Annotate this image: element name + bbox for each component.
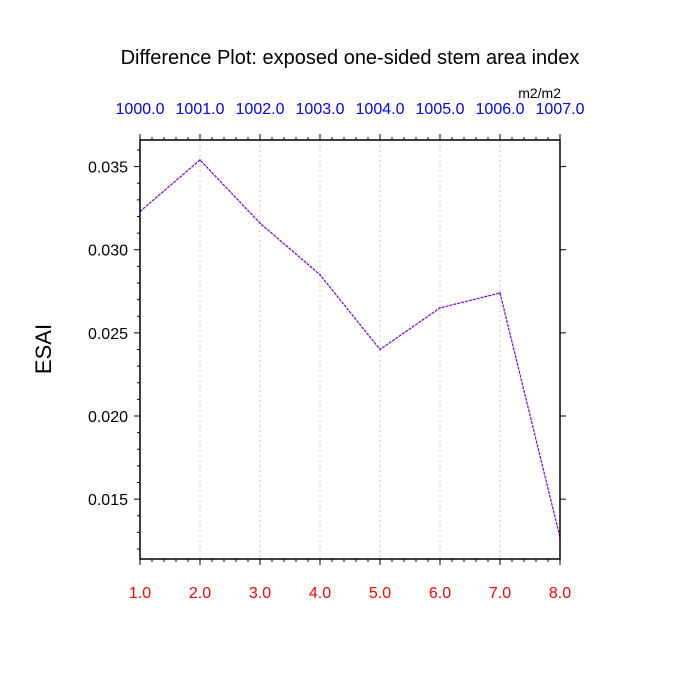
- x-tick-label: 7.0: [489, 585, 511, 602]
- x-tick-label: 2.0: [189, 585, 211, 602]
- ticks: [134, 134, 566, 565]
- top-tick-labels: 1000.0 1001.0 1002.0 1003.0 1004.0 1005.0 1006…: [116, 101, 585, 118]
- data-point: [379, 348, 381, 351]
- top-tick-label: 1005.0: [416, 101, 465, 118]
- top-tick-label: 1003.0: [296, 101, 345, 118]
- data-point: [499, 292, 501, 294]
- top-tick-label: 1006.0: [476, 101, 525, 118]
- data-point: [199, 159, 201, 161]
- y-tick-label: 0.030: [88, 243, 128, 260]
- units-label: m2/m2: [518, 85, 561, 101]
- data-point: [259, 222, 261, 224]
- data-point: [319, 273, 321, 276]
- x-tick-label: 6.0: [429, 585, 451, 602]
- top-tick-label: 1000.0: [116, 101, 165, 118]
- chart-title: Difference Plot: exposed one-sided stem …: [121, 47, 580, 69]
- grid-lines: [199, 140, 501, 559]
- x-tick-label: 4.0: [309, 585, 331, 602]
- series-line: [139, 159, 561, 538]
- y-tick-label: 0.035: [88, 160, 128, 177]
- y-tick-labels: 0.015 0.020 0.025 0.030 0.035: [88, 160, 128, 510]
- y-tick-label: 0.015: [88, 492, 128, 509]
- bottom-tick-labels: 1.0 2.0 3.0 4.0 5.0 6.0 7.0 8.0: [129, 585, 571, 602]
- y-tick-label: 0.025: [88, 326, 128, 343]
- top-tick-label: 1002.0: [236, 101, 285, 118]
- plot-frame: [139, 139, 561, 560]
- data-point: [439, 307, 441, 309]
- y-axis-label: ESAI: [31, 324, 56, 374]
- y-tick-label: 0.020: [88, 409, 128, 426]
- data-series-line: [139, 159, 561, 539]
- top-tick-label: 1007.0: [536, 101, 585, 118]
- x-tick-label: 3.0: [249, 585, 271, 602]
- x-tick-label: 1.0: [129, 585, 151, 602]
- top-tick-label: 1004.0: [356, 101, 405, 118]
- top-tick-label: 1001.0: [176, 101, 225, 118]
- x-tick-label: 8.0: [549, 585, 571, 602]
- x-tick-label: 5.0: [369, 585, 391, 602]
